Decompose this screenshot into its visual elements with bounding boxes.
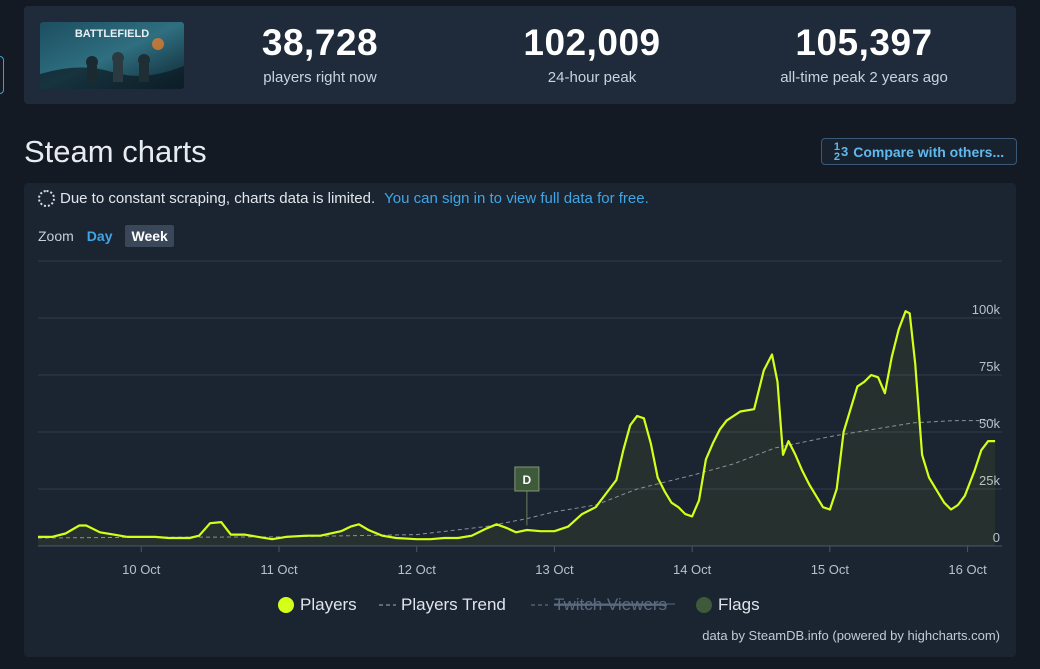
x-tick-label: 15 Oct: [811, 562, 850, 577]
stat-players-now: 38,728 players right now: [200, 22, 440, 86]
stat-label: players right now: [263, 69, 377, 86]
x-tick-label: 10 Oct: [122, 562, 161, 577]
zoom-week-button[interactable]: Week: [125, 225, 174, 247]
legend-players-dot: [278, 597, 294, 613]
compare-label: Compare with others...: [853, 143, 1005, 160]
stat-all-time-peak: 105,397 all-time peak 2 years ago: [744, 22, 984, 86]
y-tick-label: 0: [993, 530, 1000, 545]
y-tick-label: 100k: [972, 302, 1001, 317]
scraping-notice: Due to constant scraping, charts data is…: [38, 190, 649, 207]
thumbnail-title: BATTLEFIELD: [75, 28, 149, 40]
compare-fraction-icon: 1 2: [833, 140, 840, 163]
x-tick-label: 14 Oct: [673, 562, 712, 577]
zoom-label: Zoom: [38, 228, 74, 244]
compare-icon-right: 3: [840, 144, 849, 159]
stat-label: 24-hour peak: [547, 69, 637, 86]
chart-credit: data by SteamDB.info (powered by highcha…: [702, 628, 1000, 643]
section-title: Steam charts: [24, 134, 207, 169]
x-tick-label: 11 Oct: [260, 562, 298, 577]
legend-players-label: Players: [300, 595, 357, 614]
flag-label: D: [523, 473, 532, 487]
x-tick-label: 16 Oct: [948, 562, 987, 577]
zoom-controls: Zoom Day Week: [38, 225, 174, 247]
compare-icon-top: 1: [833, 140, 840, 153]
stat-value: 38,728: [261, 22, 379, 63]
stat-value: 105,397: [795, 22, 933, 63]
game-thumbnail[interactable]: BATTLEFIELD: [40, 22, 184, 89]
stats-bar: BATTLEFIELD 38,728 players right now 102…: [24, 6, 1016, 104]
notice-text: Due to constant scraping, charts data is…: [60, 190, 376, 207]
compare-icon-bottom: 2: [833, 150, 840, 163]
stat-label: all-time peak 2 years ago: [780, 69, 948, 86]
players-trend-line: [37, 420, 996, 539]
y-tick-label: 25k: [979, 473, 1000, 488]
players-area: [38, 311, 996, 546]
players-line: [38, 310, 996, 541]
y-tick-label: 50k: [979, 416, 1000, 431]
legend-flags-label: Flags: [718, 595, 760, 614]
chart-panel: Due to constant scraping, charts data is…: [24, 183, 1016, 657]
sign-in-link[interactable]: You can sign in to view full data for fr…: [384, 190, 649, 207]
y-tick-label: 75k: [979, 359, 1000, 374]
stat-value: 102,009: [523, 22, 661, 63]
players-chart: 0 25k 50k 75k 100k 10 Oct 11 Oct 12 Oct 13 Oct 14…: [37, 260, 1002, 614]
stat-24h-peak: 102,009 24-hour peak: [472, 22, 712, 86]
x-tick-label: 13 Oct: [535, 562, 574, 577]
zoom-day-button[interactable]: Day: [86, 228, 113, 244]
flag-marker: [514, 466, 540, 492]
x-tick-label: 12 Oct: [398, 562, 437, 577]
loading-circle-icon: [38, 190, 55, 207]
compare-button[interactable]: 1 2 3 Compare with others...: [821, 138, 1017, 165]
legend-trend-label: Players Trend: [401, 595, 506, 614]
side-panel-tab[interactable]: [0, 56, 4, 94]
legend-flags-dot: [696, 597, 712, 613]
